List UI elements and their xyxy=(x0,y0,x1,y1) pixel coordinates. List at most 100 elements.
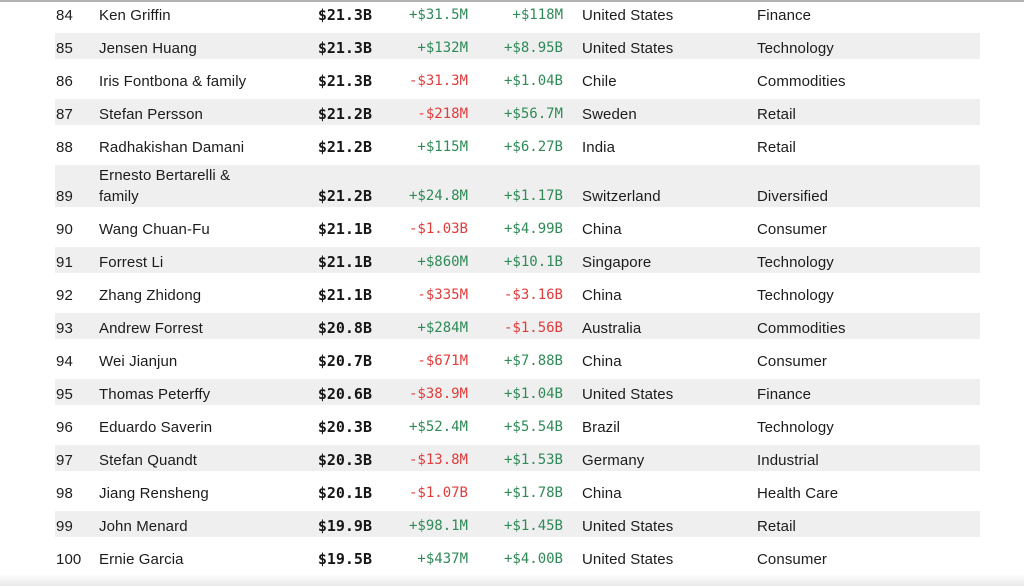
rank-cell: 85 xyxy=(56,40,73,57)
table-row[interactable]: 85 Jensen Huang $21.3B +$132M +$8.95B Un… xyxy=(40,32,980,65)
net-worth-cell: $21.3B xyxy=(317,39,372,57)
name-cell[interactable]: Stefan Persson xyxy=(99,106,203,123)
ytd-change-cell: +$1.78B xyxy=(503,485,563,501)
name-cell[interactable]: John Menard xyxy=(99,518,188,535)
ytd-change-cell: +$5.54B xyxy=(503,419,563,435)
name-cell[interactable]: Wei Jianjun xyxy=(99,353,178,370)
industry-cell: Diversified xyxy=(757,188,829,205)
table-row[interactable]: 84 Ken Griffin $21.3B +$31.5M +$118M Uni… xyxy=(40,2,980,32)
industry-cell: Finance xyxy=(757,386,812,403)
rank-cell: 86 xyxy=(56,73,73,90)
country-cell: China xyxy=(582,485,622,502)
ytd-change-cell: +$56.7M xyxy=(503,106,563,122)
ytd-change-cell: +$6.27B xyxy=(503,139,563,155)
table-row[interactable]: 97 Stefan Quandt $20.3B -$13.8M +$1.53B … xyxy=(40,444,980,477)
country-cell: Chile xyxy=(582,73,617,90)
daily-change-cell: +$115M xyxy=(417,139,468,155)
rank-cell: 98 xyxy=(56,485,73,502)
top-divider xyxy=(0,0,1024,2)
name-cell[interactable]: Radhakishan Damani xyxy=(99,139,245,156)
net-worth-cell: $21.2B xyxy=(317,187,372,205)
rank-cell: 97 xyxy=(56,452,73,469)
rank-cell: 90 xyxy=(56,221,73,238)
daily-change-cell: -$1.07B xyxy=(408,485,468,501)
rank-cell: 100 xyxy=(56,551,82,568)
table-row[interactable]: 96 Eduardo Saverin $20.3B +$52.4M +$5.54… xyxy=(40,411,980,444)
country-cell: Germany xyxy=(582,452,645,469)
rank-cell: 92 xyxy=(56,287,73,304)
industry-cell: Commodities xyxy=(757,320,846,337)
ytd-change-cell: -$3.16B xyxy=(503,287,563,303)
name-cell[interactable]: Ernesto Bertarelli & family xyxy=(99,167,231,205)
daily-change-cell: -$335M xyxy=(417,287,468,303)
table-row[interactable]: 90 Wang Chuan-Fu $21.1B -$1.03B +$4.99B … xyxy=(40,213,980,246)
table-row[interactable]: 89 Ernesto Bertarelli & family $21.2B +$… xyxy=(40,164,980,213)
name-cell[interactable]: Forrest Li xyxy=(99,254,164,271)
billionaires-table: 84 Ken Griffin $21.3B +$31.5M +$118M Uni… xyxy=(40,2,980,576)
table-row[interactable]: 99 John Menard $19.9B +$98.1M +$1.45B Un… xyxy=(40,510,980,543)
daily-change-cell: +$284M xyxy=(417,320,468,336)
name-cell[interactable]: Jensen Huang xyxy=(99,40,197,57)
table-row[interactable]: 92 Zhang Zhidong $21.1B -$335M -$3.16B C… xyxy=(40,279,980,312)
name-cell[interactable]: Stefan Quandt xyxy=(99,452,198,469)
daily-change-cell: -$13.8M xyxy=(408,452,468,468)
daily-change-cell: -$218M xyxy=(417,106,468,122)
ytd-change-cell: +$4.99B xyxy=(503,221,563,237)
rank-cell: 88 xyxy=(56,139,73,156)
daily-change-cell: -$1.03B xyxy=(408,221,468,237)
table-row[interactable]: 93 Andrew Forrest $20.8B +$284M -$1.56B … xyxy=(40,312,980,345)
industry-cell: Technology xyxy=(757,287,834,304)
country-cell: China xyxy=(582,221,622,238)
name-cell[interactable]: Jiang Rensheng xyxy=(99,485,209,502)
name-cell[interactable]: Andrew Forrest xyxy=(99,320,203,337)
net-worth-cell: $21.2B xyxy=(317,105,372,123)
industry-cell: Consumer xyxy=(757,353,827,370)
country-cell: China xyxy=(582,353,622,370)
daily-change-cell: +$31.5M xyxy=(408,7,468,23)
name-cell[interactable]: Ernie Garcia xyxy=(99,551,184,568)
daily-change-cell: +$437M xyxy=(417,551,468,567)
rank-cell: 87 xyxy=(56,106,73,123)
ytd-change-cell: +$1.04B xyxy=(503,73,563,89)
rank-cell: 95 xyxy=(56,386,73,403)
net-worth-cell: $21.3B xyxy=(317,6,372,24)
ytd-change-cell: +$118M xyxy=(512,7,563,23)
country-cell: Australia xyxy=(582,320,642,337)
industry-cell: Industrial xyxy=(757,452,819,469)
net-worth-cell: $19.9B xyxy=(317,517,372,535)
ytd-change-cell: +$4.00B xyxy=(503,551,563,567)
ytd-change-cell: +$1.04B xyxy=(503,386,563,402)
ytd-change-cell: +$7.88B xyxy=(503,353,563,369)
industry-cell: Commodities xyxy=(757,73,846,90)
name-cell[interactable]: Ken Griffin xyxy=(99,7,171,24)
country-cell: United States xyxy=(582,40,674,57)
net-worth-cell: $20.8B xyxy=(317,319,372,337)
country-cell: Switzerland xyxy=(582,188,661,205)
table-row[interactable]: 95 Thomas Peterffy $20.6B -$38.9M +$1.04… xyxy=(40,378,980,411)
net-worth-cell: $20.7B xyxy=(317,352,372,370)
table-row[interactable]: 100 Ernie Garcia $19.5B +$437M +$4.00B U… xyxy=(40,543,980,576)
industry-cell: Health Care xyxy=(757,485,839,502)
table-row[interactable]: 94 Wei Jianjun $20.7B -$671M +$7.88B Chi… xyxy=(40,345,980,378)
ytd-change-cell: +$1.45B xyxy=(503,518,563,534)
daily-change-cell: -$31.3M xyxy=(408,73,468,89)
industry-cell: Technology xyxy=(757,419,834,436)
table-row[interactable]: 87 Stefan Persson $21.2B -$218M +$56.7M … xyxy=(40,98,980,131)
net-worth-cell: $20.6B xyxy=(317,385,372,403)
net-worth-cell: $20.3B xyxy=(317,418,372,436)
rank-cell: 91 xyxy=(56,254,73,271)
daily-change-cell: -$38.9M xyxy=(408,386,468,402)
rank-cell: 99 xyxy=(56,518,73,535)
table-row[interactable]: 86 Iris Fontbona & family $21.3B -$31.3M… xyxy=(40,65,980,98)
table-row[interactable]: 91 Forrest Li $21.1B +$860M +$10.1B Sing… xyxy=(40,246,980,279)
name-cell[interactable]: Iris Fontbona & family xyxy=(99,73,247,90)
table-row[interactable]: 88 Radhakishan Damani $21.2B +$115M +$6.… xyxy=(40,131,980,164)
ytd-change-cell: +$1.53B xyxy=(503,452,563,468)
name-cell[interactable]: Wang Chuan-Fu xyxy=(99,221,210,238)
name-cell[interactable]: Zhang Zhidong xyxy=(99,287,202,304)
net-worth-cell: $21.1B xyxy=(317,253,372,271)
ytd-change-cell: -$1.56B xyxy=(503,320,563,336)
name-cell[interactable]: Thomas Peterffy xyxy=(99,386,211,403)
table-row[interactable]: 98 Jiang Rensheng $20.1B -$1.07B +$1.78B… xyxy=(40,477,980,510)
name-cell[interactable]: Eduardo Saverin xyxy=(99,419,213,436)
